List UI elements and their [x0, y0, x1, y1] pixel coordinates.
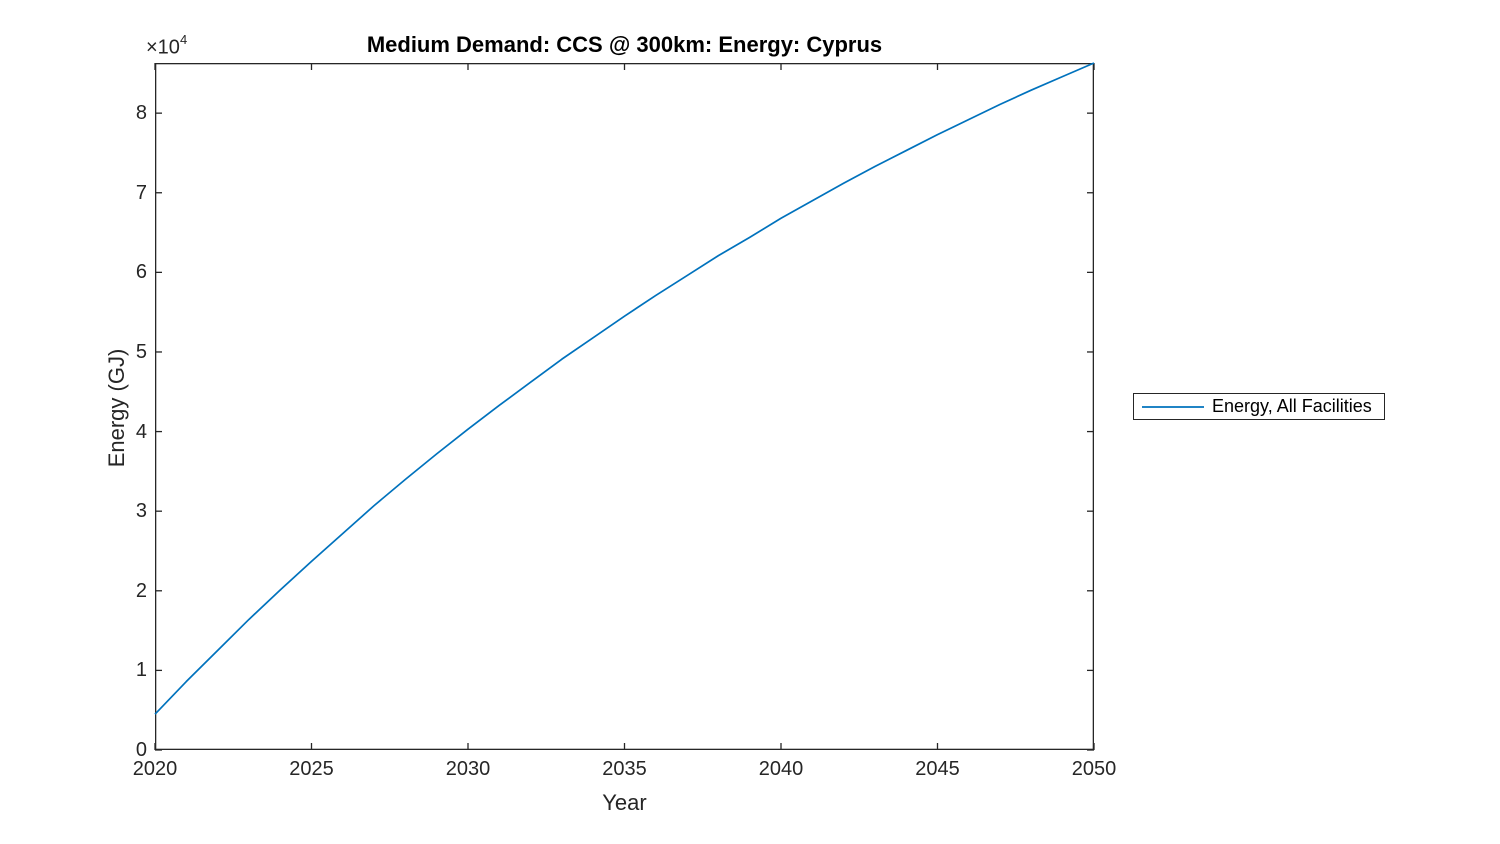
- x-tick-label: 2035: [602, 758, 647, 780]
- y-tick-label: 8: [135, 102, 147, 125]
- y-axis-exponent-power: 4: [179, 32, 188, 47]
- x-tick-label: 2050: [1071, 758, 1117, 780]
- plot-area: [154, 62, 1095, 751]
- x-axis-label: Year: [602, 790, 647, 815]
- x-tick-label: 2030: [445, 758, 491, 780]
- y-tick-label: 1: [135, 659, 147, 682]
- x-tick-label: 2025: [289, 758, 334, 780]
- legend-line-sample-icon: [1142, 405, 1204, 408]
- y-axis-label: Energy (GJ): [104, 348, 129, 468]
- chart-title: Medium Demand: CCS @ 300km: Energy: Cypr…: [366, 32, 883, 57]
- y-axis-exponent-base: ×10: [146, 36, 180, 59]
- x-tick-label: 2040: [758, 758, 804, 780]
- y-tick-label: 5: [135, 340, 147, 363]
- data-series-line: [154, 62, 1095, 715]
- y-tick-label: 3: [135, 500, 147, 523]
- legend-entry-label: Energy, All Facilities: [1212, 396, 1372, 416]
- y-axis-exponent-label: ×104: [146, 32, 188, 60]
- legend: Energy, All Facilities: [1133, 393, 1385, 420]
- y-tick-label: 0: [135, 739, 147, 761]
- x-tick-label: 2020: [132, 758, 178, 780]
- y-tick-label: 6: [135, 261, 147, 284]
- y-tick-label: 2: [135, 579, 147, 602]
- y-tick-label: 7: [135, 181, 147, 204]
- x-tick-label: 2045: [915, 758, 960, 780]
- axes-box: [154, 62, 1095, 751]
- y-tick-label: 4: [135, 420, 147, 443]
